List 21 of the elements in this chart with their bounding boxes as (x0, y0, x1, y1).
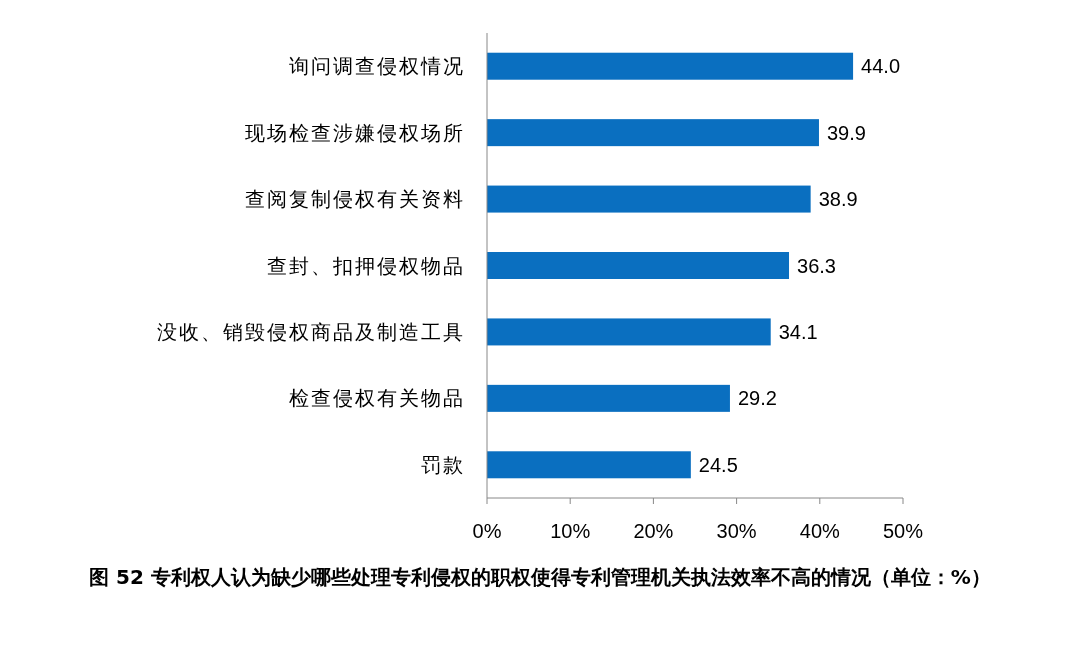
x-tick-label: 0% (472, 520, 502, 542)
x-tick-label: 10% (550, 520, 591, 542)
text: 图 52 专利权人认为缺少哪些处理专利侵权的职权使得专利管理机关执法效率不高的情况（单位：%） (88, 564, 992, 591)
y-tick-label: 询问调查侵权情况 (289, 55, 465, 78)
y-tick-label: 没收、销毁侵权商品及制造工具 (157, 320, 465, 343)
data-label: 39.9 (826, 121, 866, 144)
y-tick-label: 现场检查涉嫌侵权场所 (245, 121, 465, 144)
data-label: 44.0 (861, 55, 901, 78)
x-tick-label: 20% (633, 520, 674, 542)
data-label: 24.5 (698, 453, 738, 476)
x-tick-label: 40% (799, 520, 841, 542)
y-tick-label: 罚款 (421, 453, 465, 476)
data-label: 29.2 (737, 387, 777, 410)
y-tick-label: 查阅复制侵权有关资料 (245, 188, 465, 211)
data-label: 36.3 (797, 254, 836, 277)
x-tick-label: 50% (882, 520, 924, 542)
y-tick-label: 检查侵权有关物品 (289, 387, 465, 410)
x-tick-label: 30% (716, 520, 757, 542)
y-tick-label: 查封、扣押侵权物品 (267, 254, 465, 277)
data-label: 34.1 (778, 320, 818, 343)
data-label: 38.9 (818, 188, 858, 211)
